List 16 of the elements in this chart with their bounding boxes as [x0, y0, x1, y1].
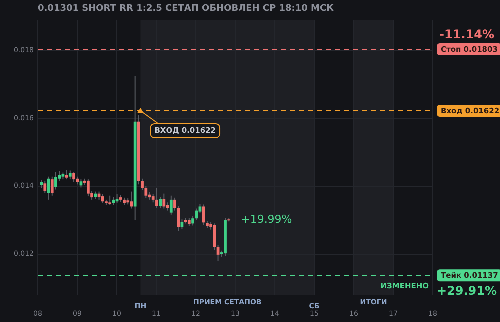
annotation: +19.99% — [241, 213, 292, 226]
candlestick — [198, 204, 202, 214]
candlestick — [202, 204, 206, 226]
candlestick — [50, 176, 54, 196]
annotation: +29.91% — [436, 284, 498, 298]
candlestick — [156, 188, 158, 209]
candlestick — [44, 180, 47, 194]
annotation: -11.14% — [440, 28, 494, 42]
candlestick — [72, 172, 76, 183]
chart-title: 0.01301 SHORT RR 1:2.5 СЕТАП ОБНОВЛЕН СР 18:10 МСК — [38, 4, 334, 14]
candlestick — [170, 195, 173, 216]
candlestick — [213, 223, 216, 251]
candlestick — [162, 193, 166, 210]
candlestick — [65, 170, 68, 180]
candlestick — [108, 195, 112, 206]
candlestick — [87, 179, 90, 198]
